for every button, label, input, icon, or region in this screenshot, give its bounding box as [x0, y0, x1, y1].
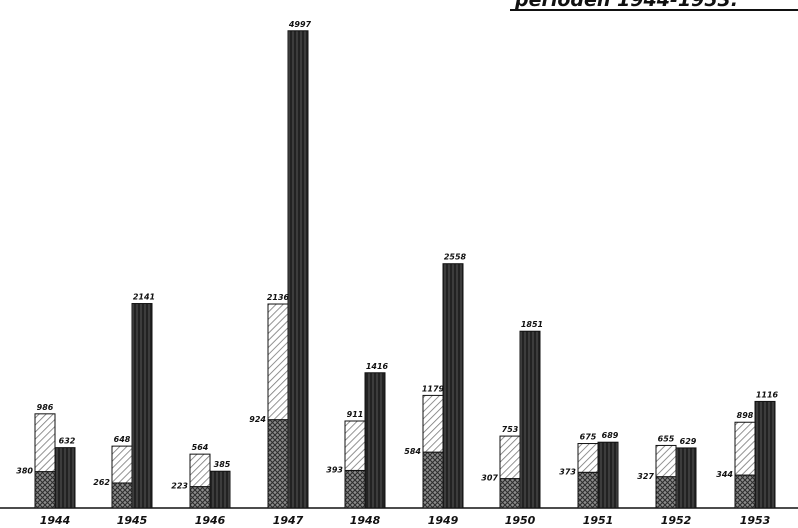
bar-right-1945	[131, 303, 153, 509]
bar-upper-1948	[344, 420, 366, 471]
bar-upper-1946	[189, 453, 211, 488]
label-total-1945: 648	[114, 435, 131, 444]
bar-lower-1945	[111, 482, 133, 509]
bar-right-1947	[287, 30, 309, 509]
bar-lower-1947	[267, 419, 289, 509]
label-right-1945: 2141	[133, 293, 155, 302]
bar-right-1949	[442, 263, 464, 509]
label-right-1947: 4997	[288, 20, 312, 29]
bar-right-1948	[364, 372, 386, 509]
bar-lower-1948	[344, 469, 366, 509]
label-total-1951: 675	[580, 433, 597, 442]
bar-lower-1949	[422, 451, 444, 509]
bar-upper-1945	[111, 445, 133, 484]
bar-upper-1944	[34, 413, 56, 473]
label-lower-1948: 393	[326, 465, 343, 474]
label-lower-1946: 223	[171, 482, 188, 491]
label-total-1949: 1179	[422, 384, 445, 393]
bar-upper-1950	[499, 435, 521, 480]
year-label-1946: 1946	[195, 514, 226, 527]
year-label-1944: 1944	[40, 514, 71, 527]
year-label-1953: 1953	[740, 514, 771, 527]
label-total-1947: 2136	[267, 293, 290, 302]
bar-lower-1946	[189, 486, 211, 509]
year-label-1947: 1947	[273, 514, 304, 527]
year-label-1949: 1949	[428, 514, 459, 527]
label-right-1949: 2558	[444, 253, 467, 262]
label-lower-1947: 924	[249, 415, 266, 424]
label-right-1953: 1116	[756, 390, 779, 399]
bar-right-1953	[754, 400, 776, 509]
year-label-1950: 1950	[505, 514, 536, 527]
label-right-1952: 629	[680, 437, 697, 446]
bar-right-1952	[675, 447, 697, 509]
label-right-1944: 632	[59, 437, 76, 446]
bar-right-1950	[519, 330, 541, 509]
bar-right-1951	[597, 441, 619, 509]
bar-lower-1952	[655, 476, 677, 509]
chart-title: perioden 1944-1953.	[514, 0, 738, 11]
bar-right-1946	[209, 470, 231, 509]
bar-lower-1953	[734, 474, 756, 509]
label-lower-1951: 373	[559, 467, 576, 476]
bar-lower-1951	[577, 471, 599, 509]
label-total-1944: 986	[37, 403, 54, 412]
label-total-1948: 911	[347, 410, 364, 419]
year-label-1951: 1951	[583, 514, 614, 527]
label-lower-1953: 344	[716, 470, 733, 479]
label-lower-1944: 380	[16, 467, 33, 476]
year-label-1945: 1945	[117, 514, 148, 527]
label-right-1946: 385	[214, 460, 231, 469]
label-total-1952: 655	[658, 434, 675, 443]
label-lower-1950: 307	[481, 474, 498, 483]
bar-upper-1951	[577, 443, 599, 473]
bar-lower-1944	[34, 471, 56, 509]
bar-lower-1950	[499, 478, 521, 509]
bar-upper-1952	[655, 444, 677, 478]
label-right-1950: 1851	[521, 320, 543, 329]
label-lower-1952: 327	[637, 472, 654, 481]
bar-upper-1953	[734, 421, 756, 476]
bar-upper-1949	[422, 394, 444, 453]
year-label-1952: 1952	[661, 514, 692, 527]
bar-upper-1947	[267, 303, 289, 421]
label-lower-1945: 262	[93, 478, 110, 487]
label-lower-1949: 584	[404, 447, 421, 456]
label-right-1948: 1416	[366, 362, 389, 371]
bar-right-1944	[54, 447, 76, 509]
label-total-1950: 753	[502, 425, 519, 434]
label-right-1951: 689	[602, 431, 619, 440]
label-total-1953: 898	[737, 411, 754, 420]
year-label-1948: 1948	[350, 514, 381, 527]
label-total-1946: 564	[192, 443, 209, 452]
